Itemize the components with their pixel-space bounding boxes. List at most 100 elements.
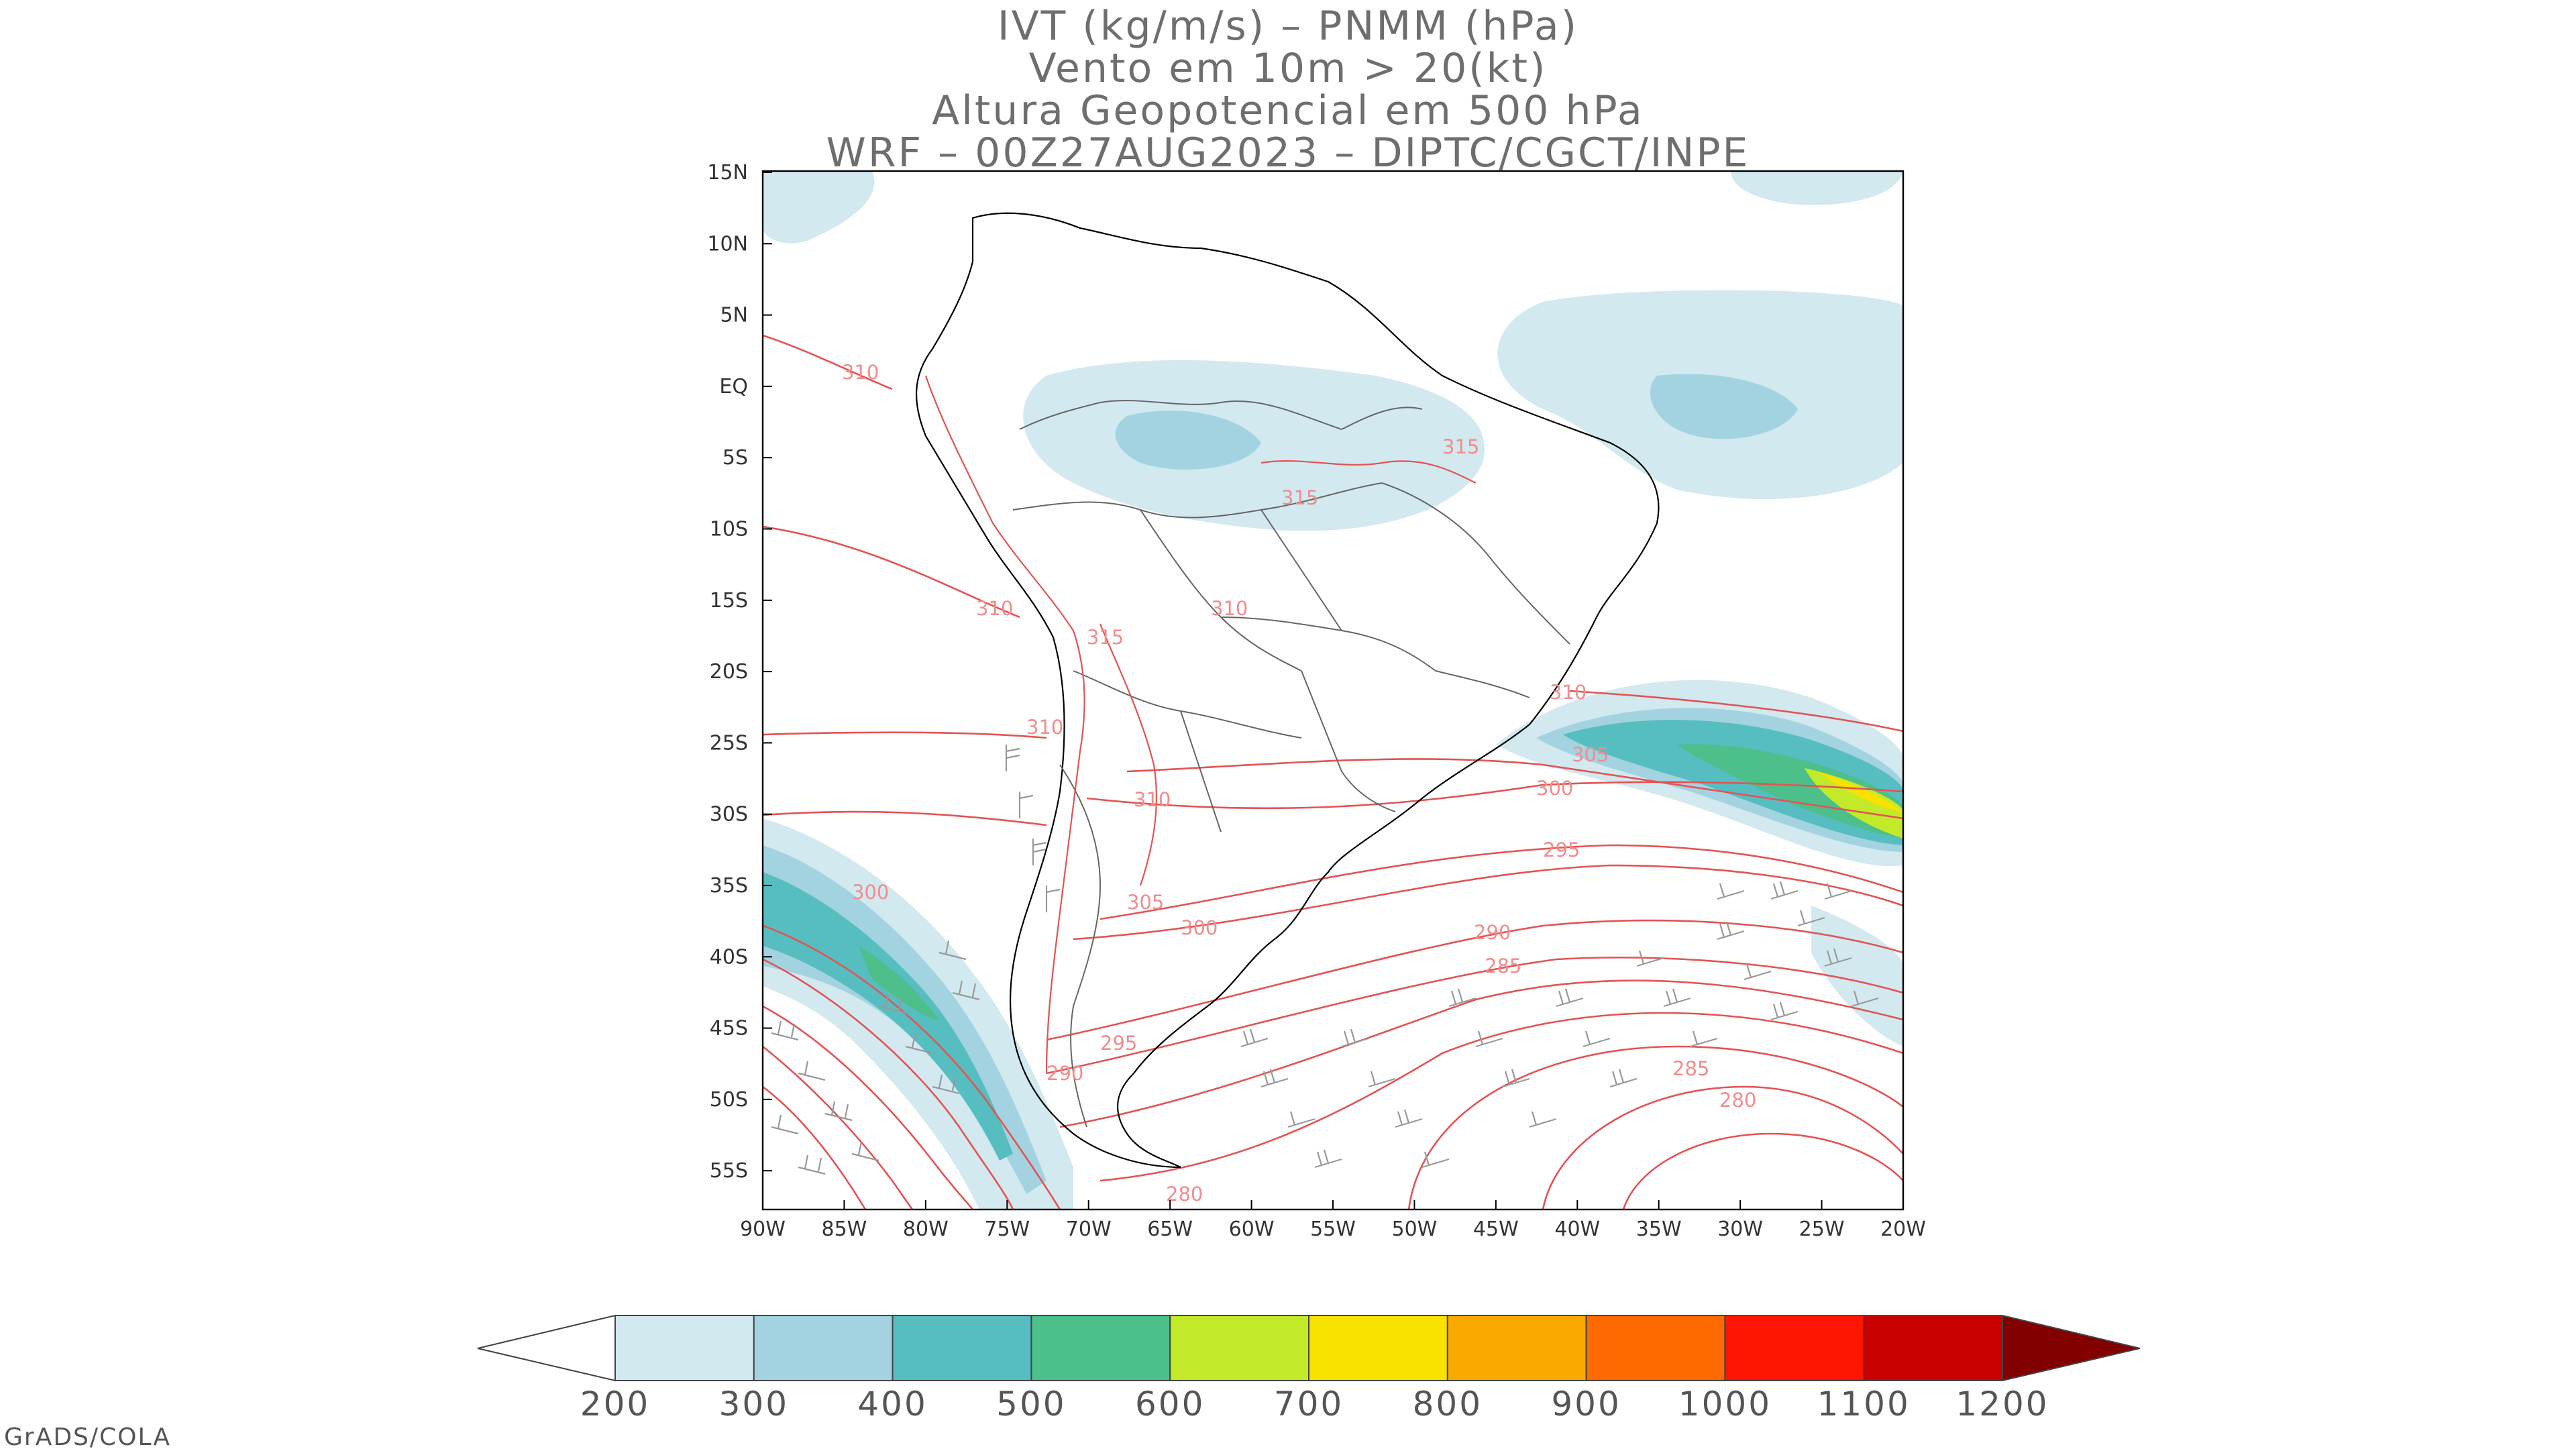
contour-label: 315: [1442, 435, 1479, 458]
colorbar-box: [753, 1315, 894, 1381]
ivt-river-atlantic-yellow: [1818, 771, 1902, 812]
colorbar-box: [1585, 1315, 1726, 1381]
ivt-colorbar: 200 300 400 500 600 700 800 900 1000 1100 1200: [477, 1314, 2141, 1423]
lon-tick-label: 50W: [1392, 1218, 1438, 1241]
lon-tick-label: 70W: [1066, 1218, 1112, 1241]
lat-tick-label: 15N: [707, 161, 748, 184]
contour-labels: 310 315 315 310 315 310 310 310 305 300 …: [842, 361, 1756, 1205]
colorbar-over-triangle: [2002, 1314, 2141, 1382]
contour-line: [1099, 844, 1903, 920]
contour-label: 295: [1100, 1032, 1137, 1055]
colorbar-label: 300: [719, 1385, 789, 1423]
colorbar-label: 500: [996, 1385, 1066, 1423]
lon-tick-label: 25W: [1799, 1218, 1845, 1241]
ivt-river-pacific-teal: [763, 872, 1013, 1161]
contour-line: [763, 924, 1061, 1210]
contour-line: [763, 958, 1014, 1210]
colorbar-label: 1200: [1955, 1385, 2049, 1423]
lat-tick-label: 5S: [722, 446, 748, 470]
wind-barbs: [771, 745, 1879, 1175]
lat-tick-label: 10N: [707, 232, 748, 256]
lat-tick-label: EQ: [719, 375, 748, 398]
colorbar-label: 400: [857, 1385, 927, 1423]
colorbar-label: 1000: [1678, 1385, 1772, 1423]
lon-tick-label: 35W: [1636, 1218, 1682, 1241]
ivt-area-atlantic-core: [1650, 374, 1798, 439]
contour-line: [1086, 781, 1903, 810]
lat-tick-label: 5N: [720, 304, 748, 327]
colorbar-under-triangle: [477, 1314, 616, 1382]
colorbar-box: [1169, 1315, 1309, 1381]
ivt-river-pacific-green: [859, 946, 939, 1020]
contour-line: [763, 731, 1047, 739]
contour-label: 300: [1536, 777, 1573, 800]
contour-label: 310: [1134, 788, 1171, 811]
title-line-4: WRF – 00Z27AUG2023 – DIPTC/CGCT/INPE: [826, 129, 1750, 176]
map-plot-area: [763, 171, 1903, 1210]
contour-label: 290: [1046, 1062, 1083, 1085]
contour-label: 285: [1485, 955, 1521, 977]
colorbar-box: [1030, 1315, 1171, 1381]
contour-label: 280: [1719, 1089, 1756, 1112]
lat-tick-label: 35S: [710, 874, 748, 898]
latitude-axis: 15N 10N 5N EQ 5S 10S 15S 20S 25S 30S 35S 40S 45S 50S 5…: [707, 161, 772, 1183]
contour-line: [1542, 1085, 1903, 1210]
ivt-area-amazon-core: [1115, 411, 1261, 470]
wind-barb-field-andes: [1005, 745, 1061, 912]
contour-line: [1622, 1132, 1903, 1210]
contour-line: [1569, 690, 1903, 733]
ivt-river-atlantic-green: [1677, 744, 1903, 839]
contour-label: 310: [842, 361, 879, 384]
lat-tick-label: 15S: [710, 589, 748, 612]
lat-tick-label: 45S: [710, 1017, 748, 1040]
contour-line: [763, 810, 1047, 826]
ivt-shading: [763, 171, 1903, 1210]
title-line-1: IVT (kg/m/s) – PNMM (hPa): [997, 3, 1579, 50]
lat-tick-label: 55S: [710, 1159, 748, 1183]
wind-barb-field-south-atlantic: [1240, 881, 1879, 1169]
contour-label: 310: [1211, 597, 1248, 620]
contour-line: [763, 1085, 867, 1210]
map-title: IVT (kg/m/s) – PNMM (hPa) Vento em 10m >…: [0, 5, 2576, 174]
colorbar-label: 900: [1551, 1385, 1621, 1423]
contour-label: 305: [1127, 891, 1164, 914]
lat-tick-label: 20S: [710, 660, 748, 684]
wind-barb-field-pacific: [771, 940, 980, 1175]
lon-tick-label: 55W: [1310, 1218, 1356, 1241]
colorbar-box: [614, 1315, 755, 1381]
lon-tick-label: 45W: [1473, 1218, 1519, 1241]
title-line-3: Altura Geopotencial em 500 hPa: [932, 87, 1644, 134]
contour-label: 300: [1181, 916, 1218, 939]
colorbar-box: [892, 1315, 1032, 1381]
contour-line: [1099, 1012, 1903, 1182]
lon-tick-label: 60W: [1229, 1218, 1275, 1241]
colorbar-boxes: [614, 1315, 2003, 1381]
colorbar-label: 600: [1135, 1385, 1205, 1423]
lon-tick-label: 20W: [1880, 1218, 1926, 1241]
contour-label: 310: [1550, 681, 1587, 704]
contour-label: 315: [1281, 486, 1318, 509]
ivt-area-north-atlantic: [1731, 171, 1903, 205]
lat-tick-label: 50S: [710, 1088, 748, 1112]
south-america: [916, 212, 1660, 1169]
ivt-river-atlantic-lime: [1805, 768, 1903, 839]
grads-credit: GrADS/COLA: [4, 1423, 172, 1451]
colorbar-box: [1308, 1315, 1448, 1381]
lat-tick-label: 10S: [710, 518, 748, 541]
andes-terrain-outline: [924, 375, 1477, 1074]
colorbar-box: [1724, 1315, 1865, 1381]
lat-tick-label: 40S: [710, 945, 748, 969]
contour-line: [763, 1005, 974, 1210]
south-america-coastline: [916, 212, 1660, 1169]
colorbar-box: [1446, 1315, 1587, 1381]
contour-line: [1059, 979, 1903, 1128]
colorbar-label: 700: [1274, 1385, 1344, 1423]
country-borders: [1012, 400, 1570, 1128]
contour-label: 280: [1166, 1183, 1203, 1205]
contour-line: [763, 525, 1020, 619]
colorbar-labels: 200 300 400 500 600 700 800 900 1000 1100 1200: [580, 1385, 2049, 1423]
lon-tick-label: 30W: [1717, 1218, 1763, 1241]
lon-tick-label: 75W: [984, 1218, 1030, 1241]
contour-line: [763, 334, 893, 390]
